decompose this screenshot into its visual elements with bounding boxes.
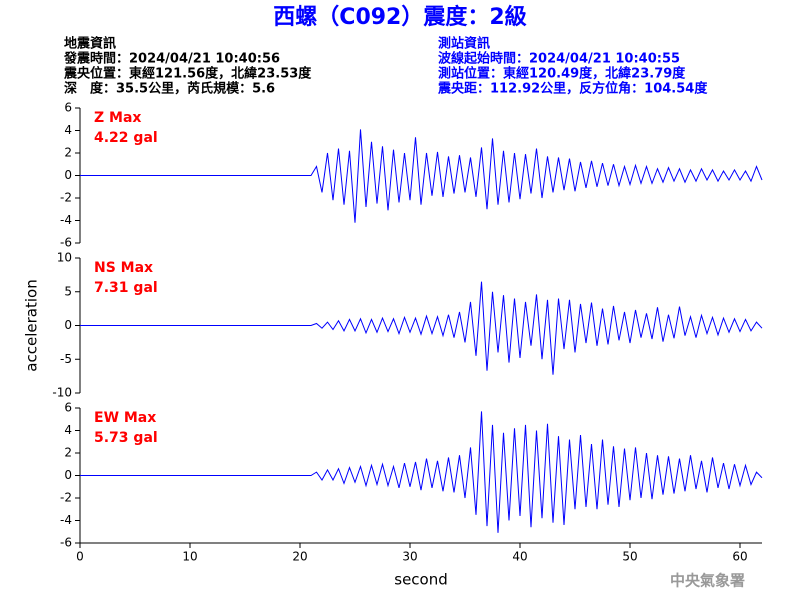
y-tick-label: 0	[64, 168, 72, 182]
y-tick-label: -10	[52, 386, 72, 400]
waveform	[80, 411, 763, 533]
info-right: 測站位置：東經120.49度，北緯23.79度	[438, 66, 686, 82]
info-left: 發震時間：2024/04/21 10:40:56	[63, 51, 280, 67]
y-axis-label: acceleration	[23, 279, 41, 371]
x-tick-label: 10	[182, 550, 197, 564]
y-tick-label: -6	[60, 236, 72, 250]
y-tick-label: -4	[60, 513, 72, 527]
info-left: 地震資訊	[64, 36, 116, 52]
x-tick-label: 60	[732, 550, 747, 564]
max-annotation: NS Max	[94, 260, 153, 276]
max-annotation: 7.31 gal	[94, 280, 158, 296]
max-annotation: 5.73 gal	[94, 430, 158, 446]
x-tick-label: 40	[512, 550, 527, 564]
x-tick-label: 50	[622, 550, 637, 564]
y-tick-label: 4	[64, 123, 72, 137]
x-tick-label: 20	[292, 550, 307, 564]
y-tick-label: 5	[64, 284, 72, 298]
y-tick-label: -2	[60, 491, 72, 505]
y-tick-label: -5	[60, 352, 72, 366]
max-annotation: 4.22 gal	[94, 130, 158, 146]
y-tick-label: 6	[64, 101, 72, 115]
y-tick-label: 2	[64, 446, 72, 460]
y-tick-label: 0	[64, 468, 72, 482]
y-tick-label: 10	[57, 251, 72, 265]
y-tick-label: -4	[60, 213, 72, 227]
info-right: 震央距：112.92公里，反方位角：104.54度	[437, 81, 708, 97]
y-tick-label: 0	[64, 318, 72, 332]
info-left: 深 度：35.5公里，芮氏規模：5.6	[64, 81, 275, 97]
y-tick-label: 4	[64, 423, 72, 437]
y-tick-label: -6	[60, 536, 72, 550]
info-right: 波線起始時間：2024/04/21 10:40:55	[438, 51, 680, 67]
info-left: 震央位置：東經121.56度，北緯23.53度	[63, 66, 312, 82]
x-tick-label: 0	[76, 550, 84, 564]
x-axis-label: second	[394, 571, 448, 589]
x-tick-label: 30	[402, 550, 417, 564]
info-right: 測站資訊	[438, 36, 490, 52]
y-tick-label: -2	[60, 191, 72, 205]
y-tick-label: 6	[64, 401, 72, 415]
y-tick-label: 2	[64, 146, 72, 160]
waveform	[80, 281, 763, 375]
watermark: 中央氣象署	[670, 572, 745, 590]
waveform	[80, 129, 763, 223]
title: 西螺（C092）震度：2級	[273, 4, 526, 30]
max-annotation: Z Max	[94, 110, 141, 126]
max-annotation: EW Max	[94, 410, 156, 426]
